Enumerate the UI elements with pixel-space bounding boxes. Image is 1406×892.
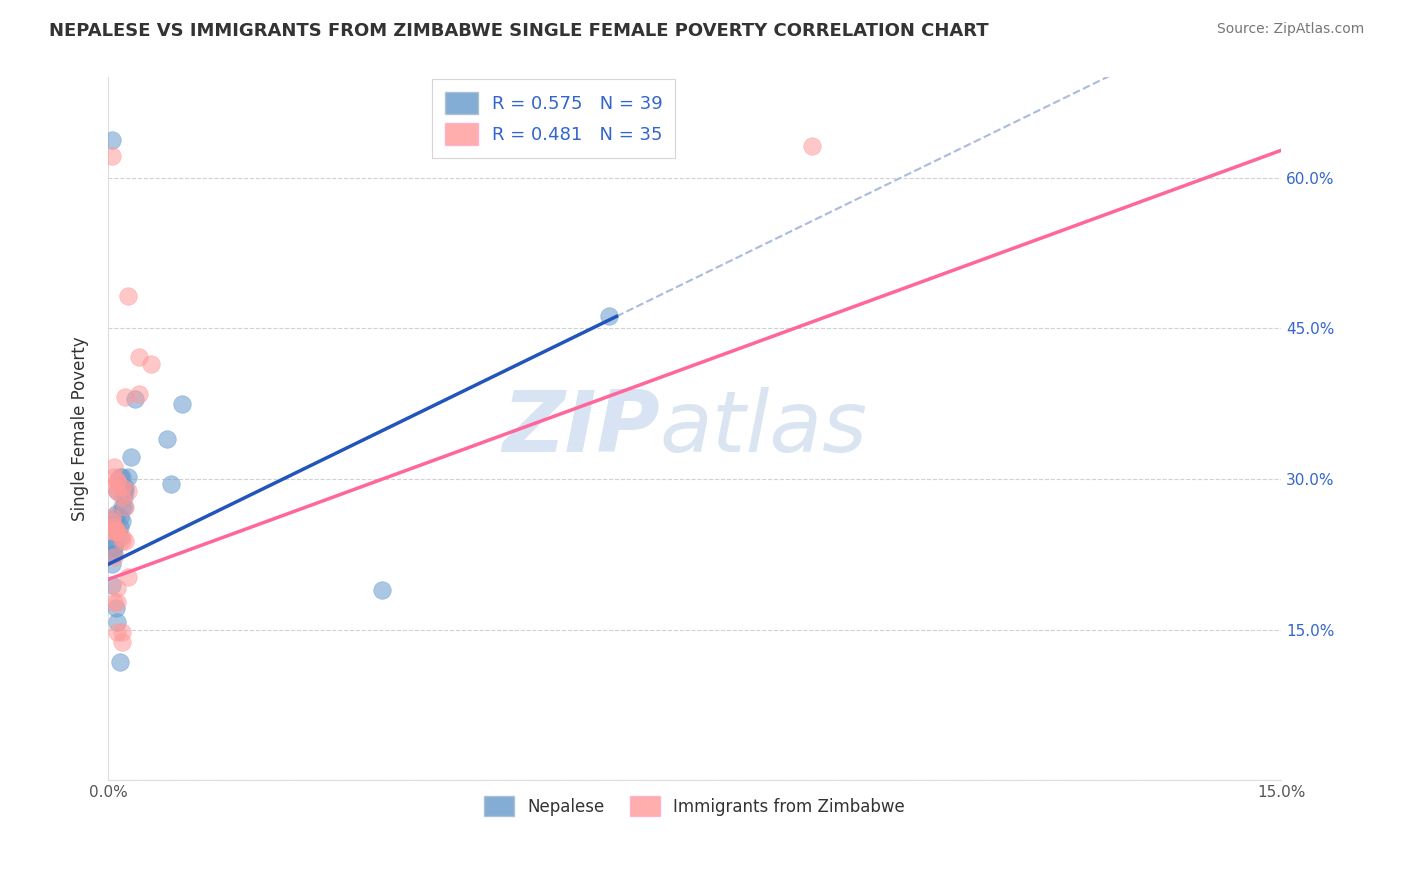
Point — [112, 500, 135, 515]
Point — [105, 524, 128, 539]
Point — [103, 541, 125, 555]
Point — [128, 386, 150, 401]
Point — [104, 522, 127, 536]
Point — [117, 570, 139, 584]
Point — [117, 289, 139, 303]
Point — [114, 500, 136, 515]
Point — [105, 524, 128, 539]
Point — [105, 594, 128, 608]
Point — [111, 500, 134, 515]
Point — [103, 541, 125, 555]
Point — [101, 524, 124, 539]
Point — [117, 470, 139, 484]
Point — [159, 477, 181, 491]
Point — [104, 507, 127, 521]
Point — [598, 310, 620, 324]
Point — [120, 450, 142, 464]
Point — [371, 582, 394, 597]
Point — [108, 520, 131, 534]
Point — [124, 392, 146, 406]
Point — [114, 480, 136, 494]
Point — [103, 520, 125, 534]
Point — [105, 484, 128, 499]
Point — [108, 470, 131, 484]
Point — [103, 550, 125, 565]
Point — [103, 460, 125, 475]
Text: atlas: atlas — [659, 387, 868, 470]
Point — [105, 484, 128, 499]
Point — [101, 149, 124, 163]
Point — [101, 514, 124, 528]
Point — [105, 474, 128, 488]
Point — [114, 534, 136, 549]
Point — [101, 510, 124, 524]
Point — [139, 357, 162, 371]
Point — [101, 517, 124, 532]
Point — [117, 484, 139, 499]
Point — [108, 655, 131, 669]
Point — [801, 138, 824, 153]
Point — [101, 133, 124, 147]
Point — [114, 484, 136, 499]
Point — [172, 397, 194, 411]
Point — [103, 594, 125, 608]
Point — [103, 480, 125, 494]
Point — [111, 634, 134, 648]
Text: Source: ZipAtlas.com: Source: ZipAtlas.com — [1216, 22, 1364, 37]
Point — [108, 530, 131, 544]
Point — [111, 470, 134, 484]
Point — [101, 558, 124, 572]
Legend: Nepalese, Immigrants from Zimbabwe: Nepalese, Immigrants from Zimbabwe — [477, 788, 914, 825]
Point — [111, 514, 134, 528]
Point — [111, 530, 134, 544]
Text: NEPALESE VS IMMIGRANTS FROM ZIMBABWE SINGLE FEMALE POVERTY CORRELATION CHART: NEPALESE VS IMMIGRANTS FROM ZIMBABWE SIN… — [49, 22, 988, 40]
Point — [105, 624, 128, 639]
Point — [105, 474, 128, 488]
Point — [105, 524, 128, 539]
Point — [107, 524, 129, 539]
Point — [105, 615, 128, 629]
Point — [111, 624, 134, 639]
Point — [105, 581, 128, 595]
Point — [103, 520, 125, 534]
Point — [104, 534, 127, 549]
Point — [104, 510, 127, 524]
Point — [101, 548, 124, 562]
Point — [114, 390, 136, 404]
Point — [111, 490, 134, 504]
Point — [103, 470, 125, 484]
Point — [112, 490, 135, 504]
Y-axis label: Single Female Poverty: Single Female Poverty — [72, 336, 89, 521]
Point — [103, 524, 125, 539]
Point — [128, 350, 150, 364]
Point — [103, 548, 125, 562]
Point — [111, 480, 134, 494]
Point — [112, 484, 135, 499]
Point — [111, 534, 134, 549]
Text: ZIP: ZIP — [502, 387, 659, 470]
Point — [104, 600, 127, 615]
Point — [101, 577, 124, 591]
Point — [156, 432, 179, 446]
Point — [108, 510, 131, 524]
